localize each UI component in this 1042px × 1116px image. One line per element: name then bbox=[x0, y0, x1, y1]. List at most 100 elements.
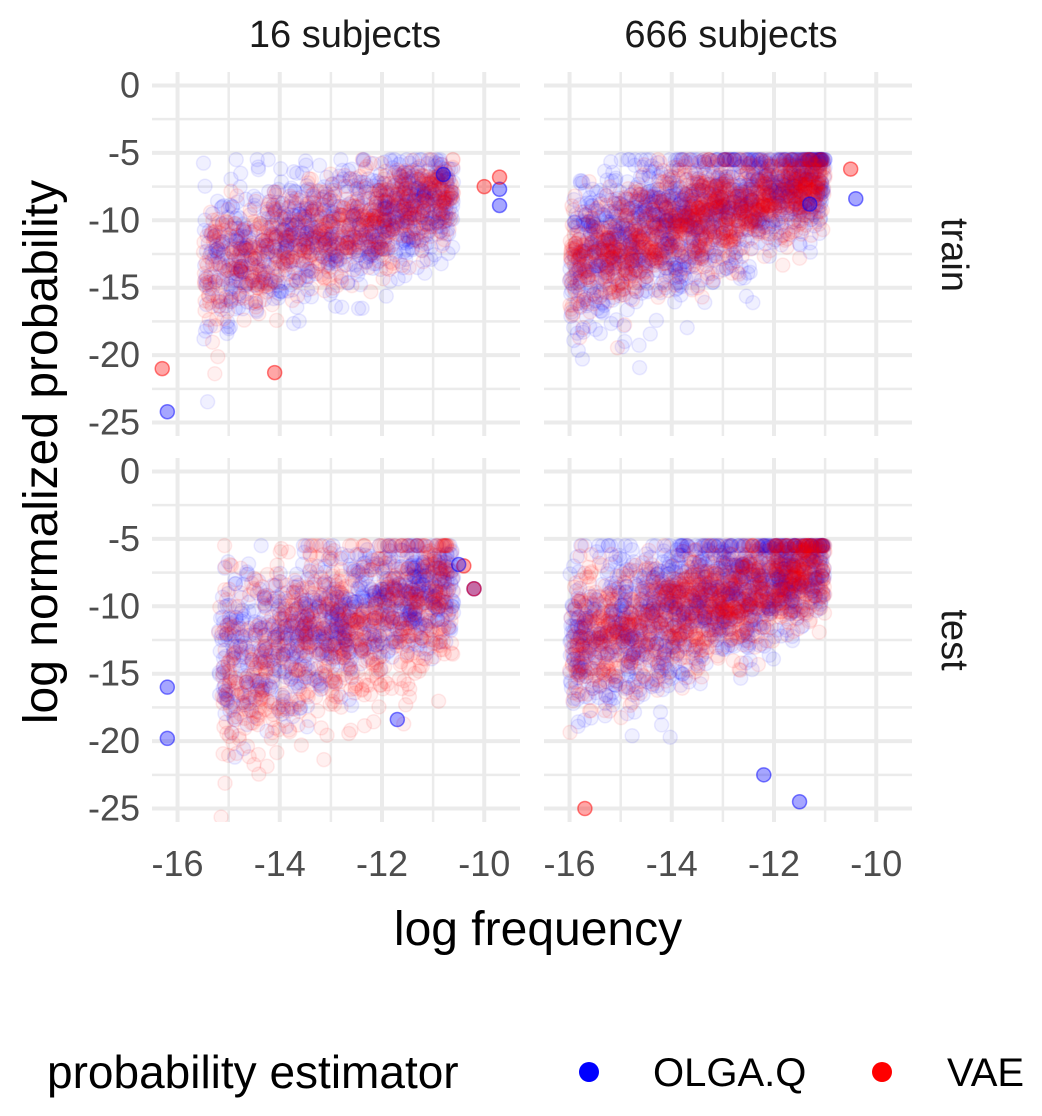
olga-point bbox=[382, 273, 398, 290]
vae-point bbox=[225, 242, 242, 258]
vae-point bbox=[398, 216, 415, 232]
olga-point bbox=[214, 236, 231, 252]
olga-point bbox=[268, 228, 285, 244]
vae-point bbox=[353, 223, 369, 239]
vae-point bbox=[297, 217, 314, 234]
vae-point bbox=[308, 250, 325, 267]
olga-point bbox=[321, 191, 338, 208]
vae-point bbox=[300, 263, 316, 279]
olga-point bbox=[349, 200, 365, 216]
olga-point bbox=[317, 235, 333, 251]
vae-point bbox=[354, 222, 371, 239]
olga-point bbox=[369, 214, 385, 230]
vae-point bbox=[731, 151, 748, 168]
olga-point bbox=[377, 199, 393, 215]
olga-point bbox=[352, 229, 368, 246]
vae-point bbox=[323, 259, 339, 275]
olga-point bbox=[395, 259, 412, 276]
vae-point bbox=[403, 164, 420, 180]
olga-point bbox=[374, 240, 390, 257]
olga-point bbox=[238, 237, 255, 254]
olga-point bbox=[378, 288, 394, 304]
olga-point bbox=[346, 206, 363, 223]
vae-point bbox=[333, 199, 349, 215]
vae-point bbox=[284, 292, 301, 309]
olga-point bbox=[302, 201, 318, 217]
olga-point bbox=[373, 193, 389, 209]
olga-point bbox=[284, 250, 301, 266]
olga-point bbox=[300, 262, 316, 278]
vae-point bbox=[345, 198, 362, 214]
olga-point bbox=[204, 205, 221, 222]
vae-point bbox=[271, 262, 287, 278]
vae-point bbox=[380, 224, 397, 240]
olga-point bbox=[387, 210, 403, 226]
vae-point bbox=[415, 200, 432, 216]
olga-point bbox=[386, 151, 403, 168]
olga-point bbox=[408, 218, 424, 235]
vae-point bbox=[314, 227, 331, 244]
olga-point bbox=[324, 283, 341, 299]
olga-point bbox=[370, 241, 386, 258]
vae-point bbox=[295, 253, 311, 269]
olga-point bbox=[428, 214, 445, 231]
vae-point bbox=[288, 212, 305, 229]
olga-point bbox=[375, 187, 391, 204]
vae-point bbox=[207, 274, 224, 290]
vae-point bbox=[316, 231, 333, 247]
vae-point bbox=[355, 212, 371, 228]
vae-point bbox=[757, 186, 774, 203]
olga-point bbox=[206, 268, 222, 285]
olga-point bbox=[389, 197, 406, 214]
vae-point bbox=[616, 316, 633, 333]
vae-point bbox=[606, 284, 622, 300]
vae-point bbox=[331, 250, 348, 267]
vae-point bbox=[399, 194, 415, 210]
vae-point bbox=[414, 167, 430, 183]
olga-point bbox=[248, 302, 265, 318]
vae-point bbox=[312, 256, 328, 272]
olga-point bbox=[334, 235, 350, 251]
olga-point bbox=[369, 215, 386, 231]
vae-point bbox=[620, 206, 636, 223]
olga-point bbox=[308, 266, 324, 282]
vae-point bbox=[636, 211, 652, 227]
olga-point bbox=[266, 184, 283, 200]
olga-point bbox=[332, 174, 348, 191]
vae-point bbox=[268, 231, 285, 247]
vae-point bbox=[289, 273, 305, 290]
vae-point bbox=[244, 238, 261, 255]
vae-point bbox=[244, 265, 260, 281]
olga-point bbox=[437, 206, 454, 223]
vae-point bbox=[207, 274, 223, 290]
olga-point bbox=[292, 238, 308, 255]
vae-point bbox=[440, 204, 457, 221]
olga-point bbox=[349, 206, 366, 222]
olga-point bbox=[299, 181, 316, 197]
olga-point bbox=[327, 298, 344, 314]
vae-point bbox=[382, 254, 398, 270]
vae-point bbox=[377, 167, 394, 184]
vae-point bbox=[227, 215, 243, 232]
vae-point bbox=[207, 317, 224, 334]
vae-point bbox=[322, 226, 339, 243]
olga-point bbox=[345, 207, 362, 223]
vae-point bbox=[434, 237, 450, 254]
olga-point bbox=[402, 193, 419, 209]
olga-point bbox=[251, 237, 267, 254]
olga-point bbox=[296, 288, 312, 305]
vae-point bbox=[222, 220, 239, 236]
vae-point bbox=[267, 187, 284, 204]
olga-point bbox=[368, 202, 385, 218]
vae-point bbox=[386, 193, 402, 210]
olga-point bbox=[283, 180, 300, 196]
vae-point bbox=[210, 293, 226, 310]
vae-point bbox=[366, 212, 382, 229]
vae-point bbox=[324, 176, 341, 193]
olga-point bbox=[219, 251, 236, 267]
vae-point bbox=[324, 225, 340, 241]
olga-point bbox=[386, 167, 402, 184]
vae-point bbox=[360, 229, 377, 246]
vae-point bbox=[249, 259, 265, 276]
vae-point bbox=[219, 217, 236, 233]
